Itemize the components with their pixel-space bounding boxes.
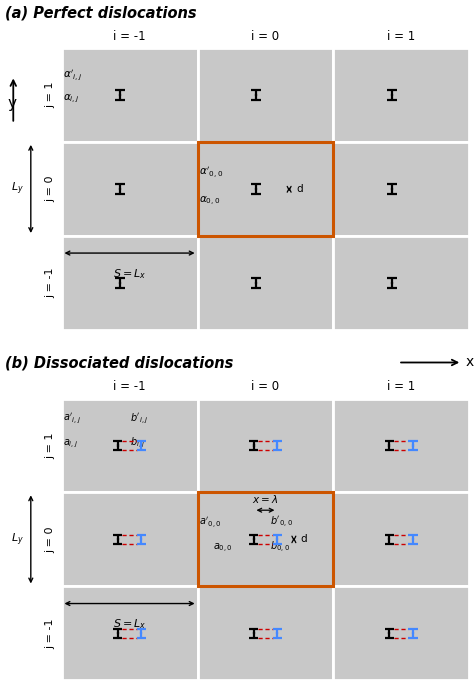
Text: $\alpha'_{i,j}$: $\alpha'_{i,j}$ [63,67,82,82]
Bar [333,48,469,142]
Bar [333,493,469,586]
Bar [198,586,333,680]
Bar [198,236,333,330]
Text: $a_{0,0}$: $a_{0,0}$ [213,541,233,555]
Text: $x = \lambda$: $x = \lambda$ [252,493,279,505]
Text: $\alpha_{0,0}$: $\alpha_{0,0}$ [199,194,220,208]
Text: (b) Dissociated dislocations: (b) Dissociated dislocations [5,355,233,371]
Text: d: d [296,184,303,194]
Text: $\alpha_{i,j}$: $\alpha_{i,j}$ [63,92,80,105]
Text: i = 1: i = 1 [387,380,415,393]
Text: j = -1: j = -1 [45,618,55,649]
Bar [198,142,333,236]
Bar [62,236,198,330]
Bar [62,586,198,680]
Text: j = 1: j = 1 [45,432,55,459]
Text: $S = L_x$: $S = L_x$ [113,617,146,631]
Text: i = -1: i = -1 [113,380,146,393]
Text: $a'_{i,j}$: $a'_{i,j}$ [63,412,81,426]
Text: $L_y$: $L_y$ [11,180,24,197]
Text: $b'_{0,0}$: $b'_{0,0}$ [270,516,293,530]
Bar [198,493,333,586]
Text: $L_y$: $L_y$ [11,531,24,548]
Text: i = 0: i = 0 [251,380,280,393]
Text: d: d [300,534,307,544]
Text: x: x [465,355,474,369]
Text: $a_{i,j}$: $a_{i,j}$ [63,438,78,450]
Bar [333,398,469,493]
Text: $b'_{i,j}$: $b'_{i,j}$ [129,412,148,426]
Text: i = -1: i = -1 [113,30,146,43]
Text: y: y [8,96,16,110]
Text: $a'_{0,0}$: $a'_{0,0}$ [199,516,221,530]
Text: j = 1: j = 1 [45,82,55,108]
Text: $b_{i,j}$: $b_{i,j}$ [129,436,145,450]
Text: j = -1: j = -1 [45,268,55,298]
Bar [333,142,469,236]
Bar [198,48,333,142]
Bar [333,586,469,680]
Text: i = 0: i = 0 [251,30,280,43]
Bar [62,493,198,586]
Bar [198,493,333,586]
Bar [198,142,333,236]
Bar [198,398,333,493]
Text: j = 0: j = 0 [45,176,55,202]
Bar [62,142,198,236]
Text: $S = L_x$: $S = L_x$ [113,266,146,280]
Text: $b_{0,0}$: $b_{0,0}$ [270,539,290,555]
Text: i = 1: i = 1 [387,30,415,43]
Bar [333,236,469,330]
Text: $\alpha'_{0,0}$: $\alpha'_{0,0}$ [199,164,223,180]
Bar [62,48,198,142]
Text: j = 0: j = 0 [45,526,55,552]
Bar [62,398,198,493]
Text: (a) Perfect dislocations: (a) Perfect dislocations [5,5,196,20]
